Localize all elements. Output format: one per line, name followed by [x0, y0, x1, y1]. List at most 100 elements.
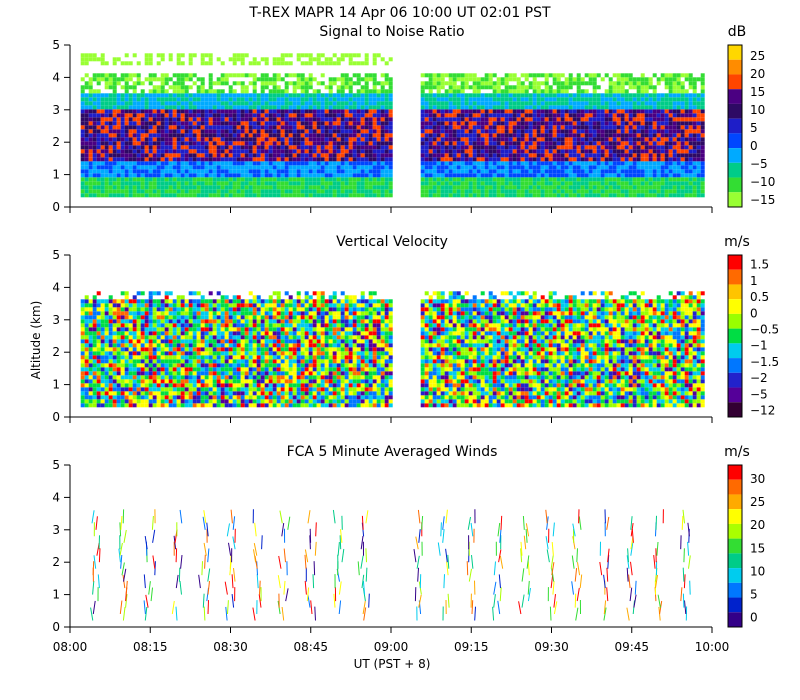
heat-cell	[624, 105, 629, 110]
heat-cell	[80, 77, 85, 82]
heat-cell	[128, 189, 133, 194]
heat-cell	[236, 117, 241, 122]
heat-cell	[124, 149, 129, 154]
heat-cell	[572, 157, 577, 162]
heat-cell	[100, 391, 105, 396]
heat-cell	[176, 169, 181, 174]
heat-cell	[176, 101, 181, 106]
heat-cell	[244, 133, 249, 138]
heat-cell	[512, 93, 517, 98]
heat-cell	[220, 157, 225, 162]
heat-cell	[424, 113, 429, 118]
heat-cell	[476, 117, 481, 122]
heat-cell	[452, 101, 457, 106]
heat-cell	[192, 125, 197, 130]
heat-cell	[532, 157, 537, 162]
heat-cell	[128, 383, 133, 388]
heat-cell	[180, 189, 185, 194]
heat-cell	[360, 157, 365, 162]
heat-cell	[332, 61, 337, 66]
heat-cell	[624, 193, 629, 198]
heat-cell	[604, 185, 609, 190]
heat-cell	[288, 73, 293, 78]
heat-cell	[188, 85, 193, 90]
heat-cell	[696, 113, 701, 118]
heat-cell	[496, 181, 501, 186]
heat-cell	[512, 149, 517, 154]
heat-cell	[356, 169, 361, 174]
heat-cell	[376, 153, 381, 158]
heat-cell	[624, 89, 629, 94]
heat-cell	[168, 125, 173, 130]
heat-cell	[520, 141, 525, 146]
heat-cell	[132, 323, 137, 328]
heat-cell	[696, 97, 701, 102]
heat-cell	[100, 121, 105, 126]
heat-cell	[680, 105, 685, 110]
heat-cell	[508, 141, 513, 146]
heat-cell	[112, 157, 117, 162]
heat-cell	[492, 177, 497, 182]
heat-cell	[596, 141, 601, 146]
heat-cell	[568, 193, 573, 198]
heat-cell	[452, 181, 457, 186]
heat-cell	[88, 319, 93, 324]
heat-cell	[112, 105, 117, 110]
heat-cell	[148, 133, 153, 138]
heat-cell	[128, 85, 133, 90]
heat-cell	[180, 181, 185, 186]
heat-cell	[132, 367, 137, 372]
heat-cell	[436, 153, 441, 158]
heat-cell	[596, 117, 601, 122]
heat-cell	[384, 181, 389, 186]
heat-cell	[248, 61, 253, 66]
heat-cell	[660, 101, 665, 106]
heat-cell	[568, 153, 573, 158]
heat-cell	[564, 89, 569, 94]
heat-cell	[148, 145, 153, 150]
heat-cell	[344, 133, 349, 138]
heat-cell	[456, 149, 461, 154]
heat-cell	[116, 181, 121, 186]
heat-cell	[544, 109, 549, 114]
heat-cell	[144, 105, 149, 110]
heat-cell	[688, 125, 693, 130]
heat-cell	[108, 129, 113, 134]
heat-cell	[312, 109, 317, 114]
heat-cell	[432, 93, 437, 98]
heat-cell	[292, 101, 297, 106]
heat-cell	[92, 383, 97, 388]
heat-cell	[476, 165, 481, 170]
heat-cell	[388, 189, 393, 194]
heat-cell	[100, 319, 105, 324]
heat-cell	[296, 177, 301, 182]
heat-cell	[212, 129, 217, 134]
heat-cell	[364, 145, 369, 150]
heat-cell	[596, 97, 601, 102]
heat-cell	[116, 363, 121, 368]
heat-cell	[616, 93, 621, 98]
heat-cell	[180, 193, 185, 198]
heat-cell	[628, 129, 633, 134]
heat-cell	[608, 117, 613, 122]
heat-cell	[660, 177, 665, 182]
heat-cell	[548, 125, 553, 130]
heat-cell	[484, 73, 489, 78]
heat-cell	[440, 169, 445, 174]
heat-cell	[212, 185, 217, 190]
heat-cell	[544, 117, 549, 122]
heat-cell	[376, 181, 381, 186]
heat-cell	[632, 185, 637, 190]
heat-cell	[580, 93, 585, 98]
heat-cell	[320, 121, 325, 126]
heat-cell	[284, 181, 289, 186]
heat-cell	[384, 97, 389, 102]
heat-cell	[188, 145, 193, 150]
heat-cell	[188, 117, 193, 122]
heat-cell	[636, 157, 641, 162]
heat-cell	[312, 181, 317, 186]
heat-cell	[684, 165, 689, 170]
heat-cell	[516, 133, 521, 138]
heat-cell	[124, 97, 129, 102]
heat-cell	[240, 113, 245, 118]
